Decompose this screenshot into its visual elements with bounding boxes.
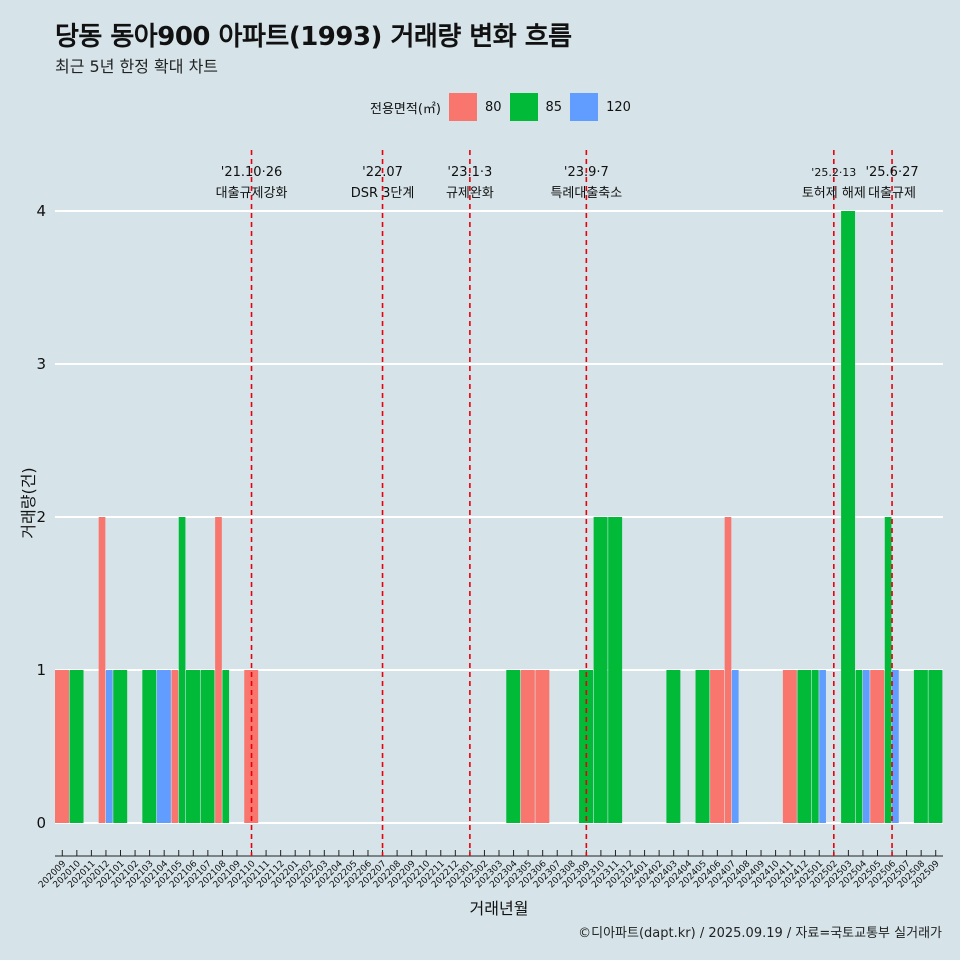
y-tick-label: 1 — [36, 661, 46, 679]
bar-202407-120 — [731, 670, 739, 823]
bar-202503-85 — [841, 211, 856, 823]
y-tick-label: 4 — [36, 202, 46, 220]
annotation-label: 토허제 해제 — [802, 186, 866, 201]
bar-202310-85 — [593, 517, 608, 823]
y-axis-title: 거래량(건) — [19, 467, 38, 538]
bar-202406-80 — [710, 670, 725, 823]
bar-202108-85 — [222, 670, 230, 823]
bar-202304-85 — [506, 670, 521, 823]
bar-202506-85 — [884, 517, 892, 823]
annotation-label: 특례대출축소 — [550, 186, 622, 201]
legend-item-120: 120 — [570, 93, 631, 121]
bar-202411-80 — [782, 670, 797, 823]
legend-label-85: 85 — [545, 99, 563, 115]
bar-202508-85 — [913, 670, 928, 823]
bar-202407-80 — [724, 517, 732, 823]
bar-202108-80 — [215, 517, 222, 823]
legend-item-85: 85 — [509, 93, 563, 121]
annotation-date: '22.07 — [362, 165, 403, 180]
legend-swatch-120 — [570, 93, 599, 121]
chart-title: 당동 동아900 아파트(1993) 거래량 변화 흐름 — [55, 22, 572, 52]
bar-202105-85 — [178, 517, 186, 823]
legend-swatch-85 — [509, 93, 538, 121]
annotation-date: '23.1·3 — [447, 165, 492, 180]
bar-202509-85 — [928, 670, 943, 823]
bar-202501-120 — [819, 670, 826, 823]
annotation-label: 규제완화 — [446, 186, 494, 201]
annotation-date: '23.9·7 — [564, 165, 609, 180]
annotation-label: 대출규제 — [868, 186, 916, 201]
annotation-label: 대출규제강화 — [216, 186, 288, 201]
bar-202103-85 — [142, 670, 157, 823]
bar-202311-85 — [608, 517, 623, 823]
bar-202105-80 — [171, 670, 179, 823]
bar-202306-80 — [535, 670, 550, 823]
x-axis-title: 거래년월 — [470, 899, 529, 918]
bar-202012-120 — [105, 670, 113, 823]
annotation-date: '21.10·26 — [221, 165, 282, 180]
y-tick-label: 0 — [36, 814, 46, 832]
legend: 전용면적(㎡) 80 85 120 — [370, 93, 639, 121]
annotation-label: DSR 3단계 — [351, 186, 415, 201]
source-caption: ©디아파트(dapt.kr) / 2025.09.19 / 자료=국토교통부 실… — [578, 926, 942, 941]
legend-item-80: 80 — [448, 93, 502, 121]
bar-202107-85 — [200, 670, 215, 823]
bar-202104-120 — [156, 670, 171, 823]
chart-subtitle: 최근 5년 한정 확대 차트 — [55, 57, 219, 76]
bar-202106-85 — [186, 670, 200, 823]
bar-202010-85 — [69, 670, 84, 823]
bar-202504-85 — [855, 670, 863, 823]
legend-label-80: 80 — [484, 99, 502, 115]
bar-202403-85 — [666, 670, 681, 823]
bar-202504-120 — [862, 670, 870, 823]
y-tick-label: 3 — [36, 355, 46, 373]
legend-title: 전용면적(㎡) — [370, 101, 441, 117]
bar-202101-85 — [113, 670, 128, 823]
bar-202009-80 — [55, 670, 69, 823]
bar-202305-80 — [520, 670, 535, 823]
annotation-date: '25.2·13 — [811, 166, 856, 179]
legend-label-120: 120 — [606, 99, 631, 115]
y-tick-label: 2 — [36, 508, 46, 526]
bar-202505-80 — [870, 670, 885, 823]
annotation-date: '25.6·27 — [865, 165, 918, 180]
bar-202506-120 — [892, 670, 899, 823]
legend-swatch-80 — [448, 93, 477, 121]
bar-202405-85 — [695, 670, 710, 823]
bar-202412-85 — [797, 670, 812, 823]
bar-202012-80 — [98, 517, 106, 823]
bar-202501-85 — [811, 670, 819, 823]
